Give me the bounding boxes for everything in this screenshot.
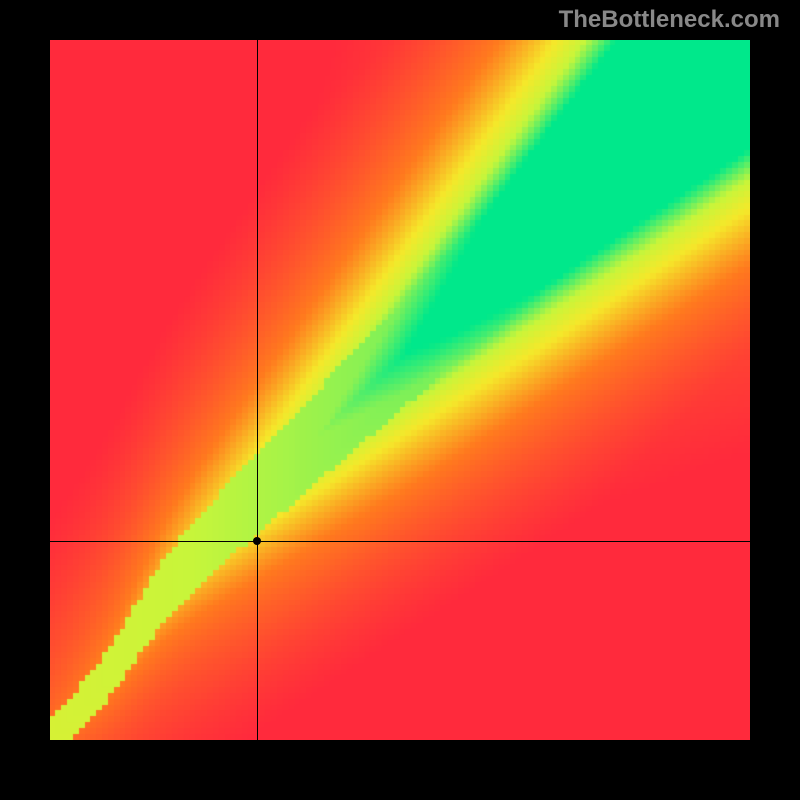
plot-area — [50, 40, 750, 740]
crosshair-horizontal — [50, 541, 750, 542]
crosshair-vertical — [257, 40, 258, 740]
watermark-text: TheBottleneck.com — [559, 6, 780, 34]
selection-marker[interactable] — [253, 537, 261, 545]
heatmap-canvas — [50, 40, 750, 740]
chart-container: TheBottleneck.com — [0, 0, 800, 800]
